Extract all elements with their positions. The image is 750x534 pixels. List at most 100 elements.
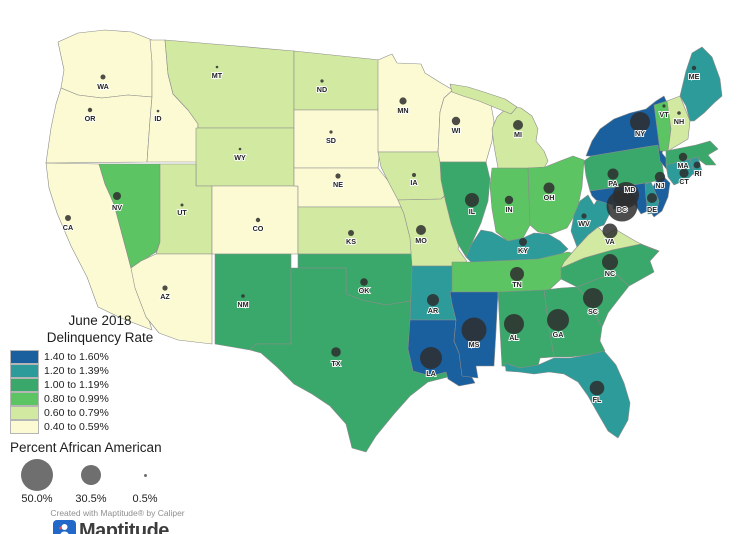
state-label-ct: CT (679, 177, 689, 186)
aa-percent-circle-al (504, 314, 524, 334)
state-label-ri: RI (694, 169, 701, 178)
legend-title: June 2018 Delinquency Rate (10, 312, 190, 346)
aa-percent-circle-ks (348, 230, 354, 236)
legend-color-classes: 1.40 to 1.60% 1.20 to 1.39% 1.00 to 1.19% 0… (10, 350, 225, 434)
state-label-sd: SD (326, 136, 336, 145)
aa-percent-circle-nv (113, 192, 121, 200)
state-label-fl: FL (593, 395, 602, 404)
aa-percent-circle-ma (678, 152, 688, 162)
aa-percent-circle-tx (331, 347, 341, 357)
state-label-me: ME (689, 72, 700, 81)
aa-percent-circle-ky (519, 238, 527, 246)
aa-percent-circle-ar (427, 294, 439, 306)
state-me[interactable] (679, 46, 723, 122)
state-label-vt: VT (659, 110, 669, 119)
aa-percent-circle-me (691, 65, 697, 71)
state-label-ne: NE (333, 180, 343, 189)
state-label-or: OR (85, 114, 97, 123)
state-nd[interactable] (293, 50, 381, 111)
state-sd[interactable] (293, 109, 382, 169)
state-label-ia: IA (410, 178, 417, 187)
size-legend-label-0: 50.0% (21, 493, 53, 505)
state-label-nm: NM (237, 300, 248, 309)
state-mi[interactable] (491, 105, 549, 169)
legend-class-label-3: 0.80 to 0.99% (44, 393, 109, 405)
person-icon (59, 524, 69, 534)
state-co[interactable] (211, 185, 299, 255)
maptitude-logo: Maptitude (53, 520, 225, 534)
state-label-wi: WI (452, 126, 461, 135)
state-label-tn: TN (512, 280, 522, 289)
size-legend-item-1: 30.5% (64, 458, 118, 505)
state-label-ky: KY (518, 246, 528, 255)
state-label-mn: MN (397, 106, 408, 115)
size-legend-circle-2 (143, 473, 147, 477)
state-label-nd: ND (317, 85, 327, 94)
aa-percent-circle-nh (677, 111, 681, 115)
state-label-co: CO (253, 224, 264, 233)
state-label-oh: OH (544, 193, 555, 202)
legend-swatch-1 (10, 364, 39, 378)
state-or[interactable] (45, 87, 153, 164)
state-fl[interactable] (504, 350, 631, 439)
state-label-mt: MT (212, 71, 223, 80)
state-label-dc: DC (617, 205, 627, 214)
state-az[interactable] (130, 253, 213, 345)
legend-class-4: 0.60 to 0.79% (10, 406, 225, 420)
aa-percent-circle-sd (329, 130, 333, 134)
aa-percent-circle-nc (602, 254, 618, 270)
aa-percent-circle-wv (581, 213, 587, 219)
state-label-in: IN (505, 205, 512, 214)
size-legend-label-1: 30.5% (75, 493, 107, 505)
aa-percent-circle-pa (607, 168, 619, 180)
legend: June 2018 Delinquency Rate 1.40 to 1.60%… (10, 312, 225, 534)
aa-percent-circle-ok (360, 278, 368, 286)
aa-percent-circle-wa (100, 74, 106, 80)
size-legend-items: 50.0% 30.5% 0.5% (10, 458, 225, 505)
aa-percent-circle-ct (679, 168, 689, 178)
aa-percent-circle-ia (412, 173, 416, 177)
legend-title-line1: June 2018 (68, 313, 132, 328)
aa-percent-circle-nm (241, 294, 245, 298)
legend-class-0: 1.40 to 1.60% (10, 350, 225, 364)
aa-percent-circle-ri (693, 161, 701, 169)
state-label-ca: CA (63, 223, 73, 232)
aa-percent-circle-nj (654, 171, 666, 183)
aa-percent-circle-dc (606, 190, 638, 222)
maptitude-logo-text: Maptitude (79, 520, 169, 534)
state-label-sc: SC (588, 307, 598, 316)
aa-percent-circle-id (156, 109, 160, 113)
aa-percent-circle-mt (215, 65, 219, 69)
aa-percent-circle-ny (630, 112, 650, 132)
state-mi[interactable] (449, 83, 518, 115)
state-ks[interactable] (297, 206, 415, 255)
aa-percent-circle-in (504, 195, 514, 205)
state-label-md: MD (624, 185, 635, 194)
aa-percent-circle-mi (513, 120, 523, 130)
state-label-tx: TX (331, 359, 340, 368)
size-legend-circle-1 (81, 465, 101, 485)
aa-percent-circle-mn (399, 97, 407, 105)
legend-swatch-2 (10, 378, 39, 392)
state-label-ar: AR (428, 306, 439, 315)
state-label-nh: NH (674, 117, 684, 126)
state-oh[interactable] (527, 155, 585, 235)
state-label-wy: WY (234, 153, 246, 162)
state-label-id: ID (154, 114, 161, 123)
aa-percent-circle-ca (65, 215, 71, 221)
state-mt[interactable] (164, 39, 295, 129)
legend-class-1: 1.20 to 1.39% (10, 364, 225, 378)
state-label-ks: KS (346, 237, 356, 246)
legend-class-2: 1.00 to 1.19% (10, 378, 225, 392)
state-nm[interactable] (214, 253, 292, 351)
aa-percent-circle-va (602, 223, 618, 239)
state-label-la: LA (426, 369, 436, 378)
legend-class-3: 0.80 to 0.99% (10, 392, 225, 406)
state-label-ma: MA (677, 161, 688, 170)
legend-class-label-5: 0.40 to 0.59% (44, 421, 109, 433)
aa-percent-circle-de (647, 193, 657, 203)
state-label-nv: NV (112, 203, 122, 212)
aa-percent-circle-ga (547, 309, 569, 331)
aa-percent-circle-or (87, 107, 93, 113)
